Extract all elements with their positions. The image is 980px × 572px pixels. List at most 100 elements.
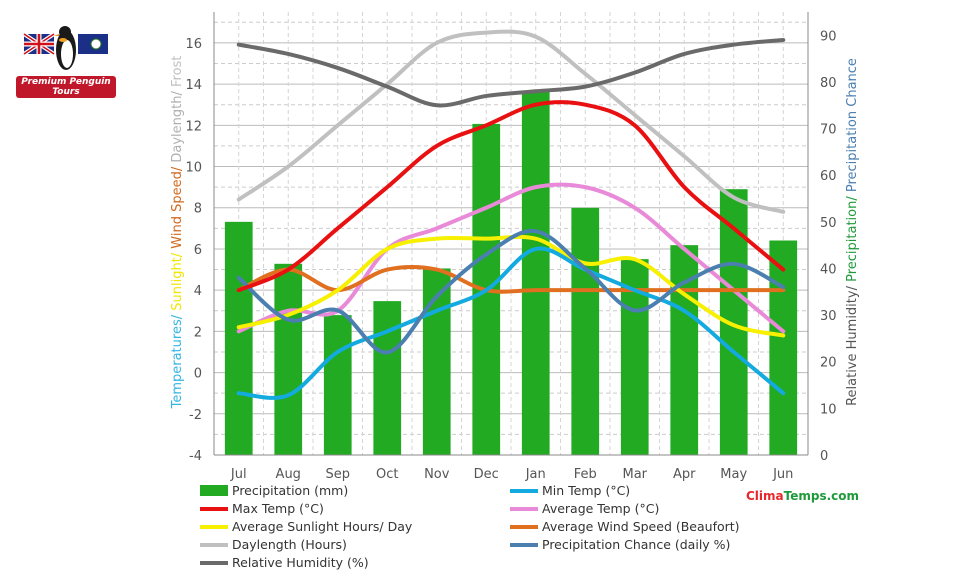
- legend-item: Relative Humidity (%): [200, 555, 369, 570]
- legend-label: Precipitation Chance (daily %): [542, 537, 731, 552]
- legend-swatch: [510, 524, 538, 529]
- left-tick-label: 16: [185, 37, 202, 52]
- precipitation-bar: [571, 207, 600, 455]
- legend-swatch: [510, 506, 538, 511]
- precipitation-bar: [224, 221, 253, 455]
- right-axis-ticks: 0 10 20 30 40 50 60 70 80 90: [820, 29, 837, 464]
- right-tick-label: 0: [820, 449, 828, 464]
- precipitation-bar: [769, 240, 798, 455]
- series-line-precipitation-chance-daily: [236, 229, 786, 355]
- x-tick-label: Oct: [376, 467, 398, 482]
- logo-text: Premium Penguin Tours: [16, 76, 116, 98]
- legend-item: Average Temp (°C): [510, 501, 659, 516]
- series-line-relative-humidity: [236, 37, 786, 108]
- axis-label-part: Frost: [170, 56, 185, 87]
- series-line-average-sunlight-hours-day: [236, 234, 786, 338]
- legend-label: Min Temp (°C): [542, 483, 631, 498]
- legend-item: Precipitation (mm): [200, 483, 348, 498]
- left-tick-label: -4: [189, 449, 202, 464]
- legend-swatch: [200, 560, 228, 565]
- legend-label: Precipitation (mm): [232, 483, 349, 498]
- left-tick-label: 8: [194, 202, 202, 217]
- right-tick-label: 30: [820, 309, 837, 324]
- left-tick-label: 10: [185, 161, 202, 176]
- legend-label: Relative Humidity (%): [232, 555, 369, 570]
- x-tick-label: Dec: [474, 467, 499, 482]
- series-line-daylength-hours: [236, 29, 786, 214]
- right-tick-label: 10: [820, 402, 837, 417]
- series-lines: [236, 29, 786, 400]
- axes: [213, 12, 809, 456]
- legend-item: Daylength (Hours): [200, 537, 347, 552]
- x-axis-ticks: Jul Aug Sep Oct Nov Dec Jan Feb Mar Apr May Jun: [230, 467, 794, 482]
- left-tick-label: 2: [194, 325, 202, 340]
- legend-swatch: [510, 488, 538, 493]
- right-axis-label: Relative Humidity/ Precipitation/ Precip…: [845, 58, 860, 406]
- precipitation-bar: [521, 91, 550, 455]
- legend-swatch: [200, 485, 228, 496]
- grid-lines: [213, 12, 809, 456]
- legend-label: Average Temp (°C): [542, 501, 660, 516]
- legend-item: Max Temp (°C): [200, 501, 324, 516]
- x-tick-label: Jun: [772, 467, 793, 482]
- left-tick-label: 6: [194, 243, 202, 258]
- axis-label-part: Precipitation Chance: [845, 58, 860, 192]
- precipitation-bar: [323, 315, 352, 455]
- left-tick-label: -2: [189, 408, 202, 423]
- x-tick-label: Apr: [673, 467, 696, 482]
- brand-part-1: Clima: [746, 489, 784, 503]
- left-tick-label: 12: [185, 119, 202, 134]
- left-tick-label: 14: [185, 78, 202, 93]
- legend-label: Max Temp (°C): [232, 501, 324, 516]
- penguin-flag-icon: [22, 26, 108, 70]
- chart-legend: Precipitation (mm) Min Temp (°C) Max Temp …: [200, 483, 820, 571]
- x-tick-label: Mar: [622, 467, 647, 482]
- right-tick-label: 90: [820, 29, 837, 44]
- series-line-max-temp-c: [236, 100, 786, 293]
- left-tick-label: 0: [194, 367, 202, 382]
- right-tick-label: 20: [820, 356, 837, 371]
- right-tick-label: 40: [820, 262, 837, 277]
- legend-item: Min Temp (°C): [510, 483, 630, 498]
- legend-swatch: [510, 542, 538, 547]
- climatemps-brand[interactable]: ClimaTemps.com: [746, 489, 859, 503]
- legend-swatch: [200, 506, 228, 511]
- company-logo: [16, 20, 116, 92]
- precipitation-bar: [422, 268, 451, 455]
- x-tick-label: Nov: [424, 467, 450, 482]
- legend-label: Daylength (Hours): [232, 537, 347, 552]
- axis-label-part: Sunlight/: [170, 249, 185, 311]
- x-tick-label: Jul: [230, 467, 247, 482]
- legend-label: Average Sunlight Hours/ Day: [232, 519, 413, 534]
- legend-swatch: [200, 524, 228, 529]
- x-tick-label: Jan: [525, 467, 546, 482]
- right-tick-label: 50: [820, 216, 837, 231]
- legend-label: Average Wind Speed (Beaufort): [542, 519, 740, 534]
- legend-item: Average Sunlight Hours/ Day: [200, 519, 412, 534]
- axis-label-part: Temperatures/: [170, 311, 185, 410]
- axis-label-part: Daylength/: [170, 87, 185, 163]
- x-tick-label: May: [720, 467, 747, 482]
- precipitation-bar: [373, 301, 402, 455]
- right-tick-label: 80: [820, 76, 837, 91]
- precipitation-bar: [670, 245, 699, 455]
- legend-item: Average Wind Speed (Beaufort): [510, 519, 740, 534]
- series-line-min-temp-c: [236, 246, 786, 400]
- x-tick-label: Feb: [574, 467, 597, 482]
- brand-part-2: Temps.com: [783, 489, 860, 503]
- right-tick-label: 60: [820, 169, 837, 184]
- axis-label-part: Relative Humidity/: [845, 282, 860, 406]
- left-axis-label: Temperatures/ Sunlight/ Wind Speed/ Dayl…: [170, 56, 185, 410]
- legend-swatch: [200, 542, 228, 547]
- left-tick-label: 4: [194, 284, 202, 299]
- axis-label-part: Precipitation/: [845, 192, 860, 282]
- right-tick-label: 70: [820, 123, 837, 138]
- axis-label-part: Wind Speed/: [170, 163, 185, 249]
- precipitation-bar: [274, 263, 303, 455]
- x-tick-label: Aug: [276, 467, 301, 482]
- left-axis-ticks: -4 -2 0 2 4 6 8 10 12 14 16: [185, 37, 202, 464]
- legend-item: Precipitation Chance (daily %): [510, 537, 730, 552]
- series-line-average-wind-speed-beaufort: [236, 264, 786, 294]
- x-tick-label: Sep: [325, 467, 350, 482]
